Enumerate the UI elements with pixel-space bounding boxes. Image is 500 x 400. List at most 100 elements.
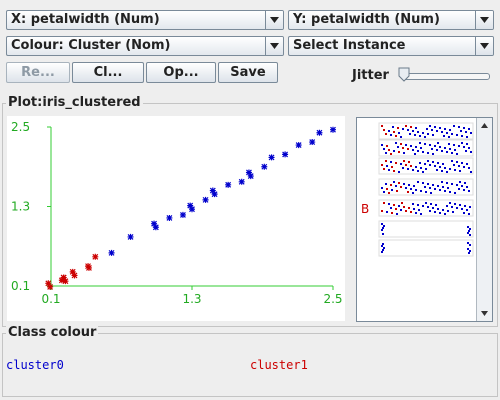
attribute-dot xyxy=(434,126,436,128)
attribute-dot xyxy=(469,250,471,252)
attribute-dot xyxy=(385,152,387,154)
attribute-dot xyxy=(453,125,455,127)
attribute-dot xyxy=(436,130,438,132)
data-point-cluster0 xyxy=(330,126,336,133)
attribute-dot xyxy=(381,187,383,189)
attribute-dot xyxy=(390,153,392,155)
scatter-plot[interactable]: 2.5 1.3 0.1 0.1 1.3 2.5 xyxy=(7,116,345,321)
attribute-dot xyxy=(419,142,421,144)
attribute-dot xyxy=(405,144,407,146)
attribute-dot xyxy=(381,229,383,231)
clear-button[interactable]: Cl... xyxy=(72,62,144,83)
attribute-dot xyxy=(420,190,422,192)
attribute-dot xyxy=(382,233,384,235)
attribute-dot xyxy=(425,202,427,204)
attribute-dot xyxy=(456,207,458,209)
attribute-dot xyxy=(466,143,468,145)
attribute-dot xyxy=(393,150,395,152)
attribute-dot xyxy=(444,167,446,169)
attribute-dot xyxy=(408,184,410,186)
data-point-cluster0 xyxy=(238,178,245,185)
data-point-cluster0 xyxy=(187,202,194,209)
reset-button[interactable]: Re... xyxy=(6,62,70,83)
attribute-dot xyxy=(443,135,445,137)
attribute-dot xyxy=(464,205,466,207)
attribute-dot xyxy=(413,208,415,210)
attribute-dot xyxy=(451,133,453,135)
save-button[interactable]: Save xyxy=(218,62,278,83)
jitter-slider-track[interactable] xyxy=(402,73,490,80)
attribute-dot xyxy=(410,126,412,128)
attribute-dot xyxy=(398,132,400,134)
jitter-slider-thumb[interactable] xyxy=(398,67,410,82)
attribute-dot xyxy=(459,181,461,183)
chevron-down-icon[interactable] xyxy=(475,37,493,55)
attribute-dot xyxy=(407,168,409,170)
attribute-dot xyxy=(400,209,402,211)
attribute-dot xyxy=(400,163,402,165)
chevron-down-icon[interactable] xyxy=(265,37,283,55)
attribute-dot xyxy=(412,130,414,132)
attribute-dot xyxy=(393,131,395,133)
attribute-dot xyxy=(430,192,432,194)
attribute-dot xyxy=(441,181,443,183)
attribute-dot xyxy=(420,167,422,169)
x-axis-select[interactable]: X: petalwidth (Num) xyxy=(6,10,284,30)
attribute-dot xyxy=(381,251,383,253)
attribute-dot xyxy=(407,129,409,131)
attribute-dot xyxy=(456,161,458,163)
x-axis-select-value: X: petalwidth (Num) xyxy=(11,12,160,27)
attribute-dot xyxy=(427,206,429,208)
attribute-dot xyxy=(460,130,462,132)
attribute-dot xyxy=(452,211,454,213)
attribute-dot xyxy=(448,136,450,138)
open-button[interactable]: Op... xyxy=(146,62,216,83)
legend-cluster0[interactable]: cluster0 xyxy=(6,358,64,372)
attribute-dot xyxy=(383,202,385,204)
attribute-scrollbar[interactable] xyxy=(476,118,492,321)
y-axis-select-value: Y: petalwidth (Num) xyxy=(293,12,440,27)
legend-cluster1[interactable]: cluster1 xyxy=(250,358,308,372)
data-point-cluster0 xyxy=(309,139,316,146)
attribute-dot xyxy=(383,129,385,131)
attribute-dot xyxy=(429,164,431,166)
attribute-dot xyxy=(469,244,471,246)
attribute-dot xyxy=(391,212,393,214)
data-point-cluster1 xyxy=(45,280,52,287)
attribute-dot xyxy=(467,242,469,244)
attribute-dot xyxy=(417,170,419,172)
attribute-dot xyxy=(412,149,414,151)
attribute-panel[interactable] xyxy=(356,117,493,322)
attribute-dot xyxy=(424,143,426,145)
attribute-dot xyxy=(415,212,417,214)
class-colour-panel xyxy=(2,333,498,397)
y-axis-select[interactable]: Y: petalwidth (Num) xyxy=(288,10,494,30)
attribute-dot xyxy=(385,183,387,185)
data-point-cluster1 xyxy=(47,283,54,290)
attribute-dot xyxy=(388,169,390,171)
attribute-dot xyxy=(451,160,453,162)
attribute-dot xyxy=(403,206,405,208)
attribute-dot xyxy=(461,162,463,164)
instance-select[interactable]: Select Instance xyxy=(288,36,494,56)
attribute-dot xyxy=(427,183,429,185)
attribute-dot xyxy=(458,188,460,190)
data-point-cluster0 xyxy=(225,181,232,188)
chevron-down-icon[interactable] xyxy=(265,11,283,29)
attribute-dot xyxy=(390,134,392,136)
attribute-dot xyxy=(417,181,419,183)
attribute-dot xyxy=(446,151,448,153)
colour-select[interactable]: Colour: Cluster (Nom) xyxy=(6,36,284,56)
class-colour-title: Class colour xyxy=(6,325,99,340)
data-point-cluster0 xyxy=(202,196,209,203)
attribute-dot xyxy=(444,147,446,149)
chevron-down-icon[interactable] xyxy=(475,11,493,29)
attribute-dot xyxy=(461,142,463,144)
attribute-dot xyxy=(388,149,390,151)
attribute-dot xyxy=(401,202,403,204)
scroll-up-icon xyxy=(481,123,488,128)
attribute-dot xyxy=(436,169,438,171)
attribute-dot xyxy=(410,145,412,147)
attribute-dot xyxy=(403,160,405,162)
attribute-dot xyxy=(459,170,461,172)
